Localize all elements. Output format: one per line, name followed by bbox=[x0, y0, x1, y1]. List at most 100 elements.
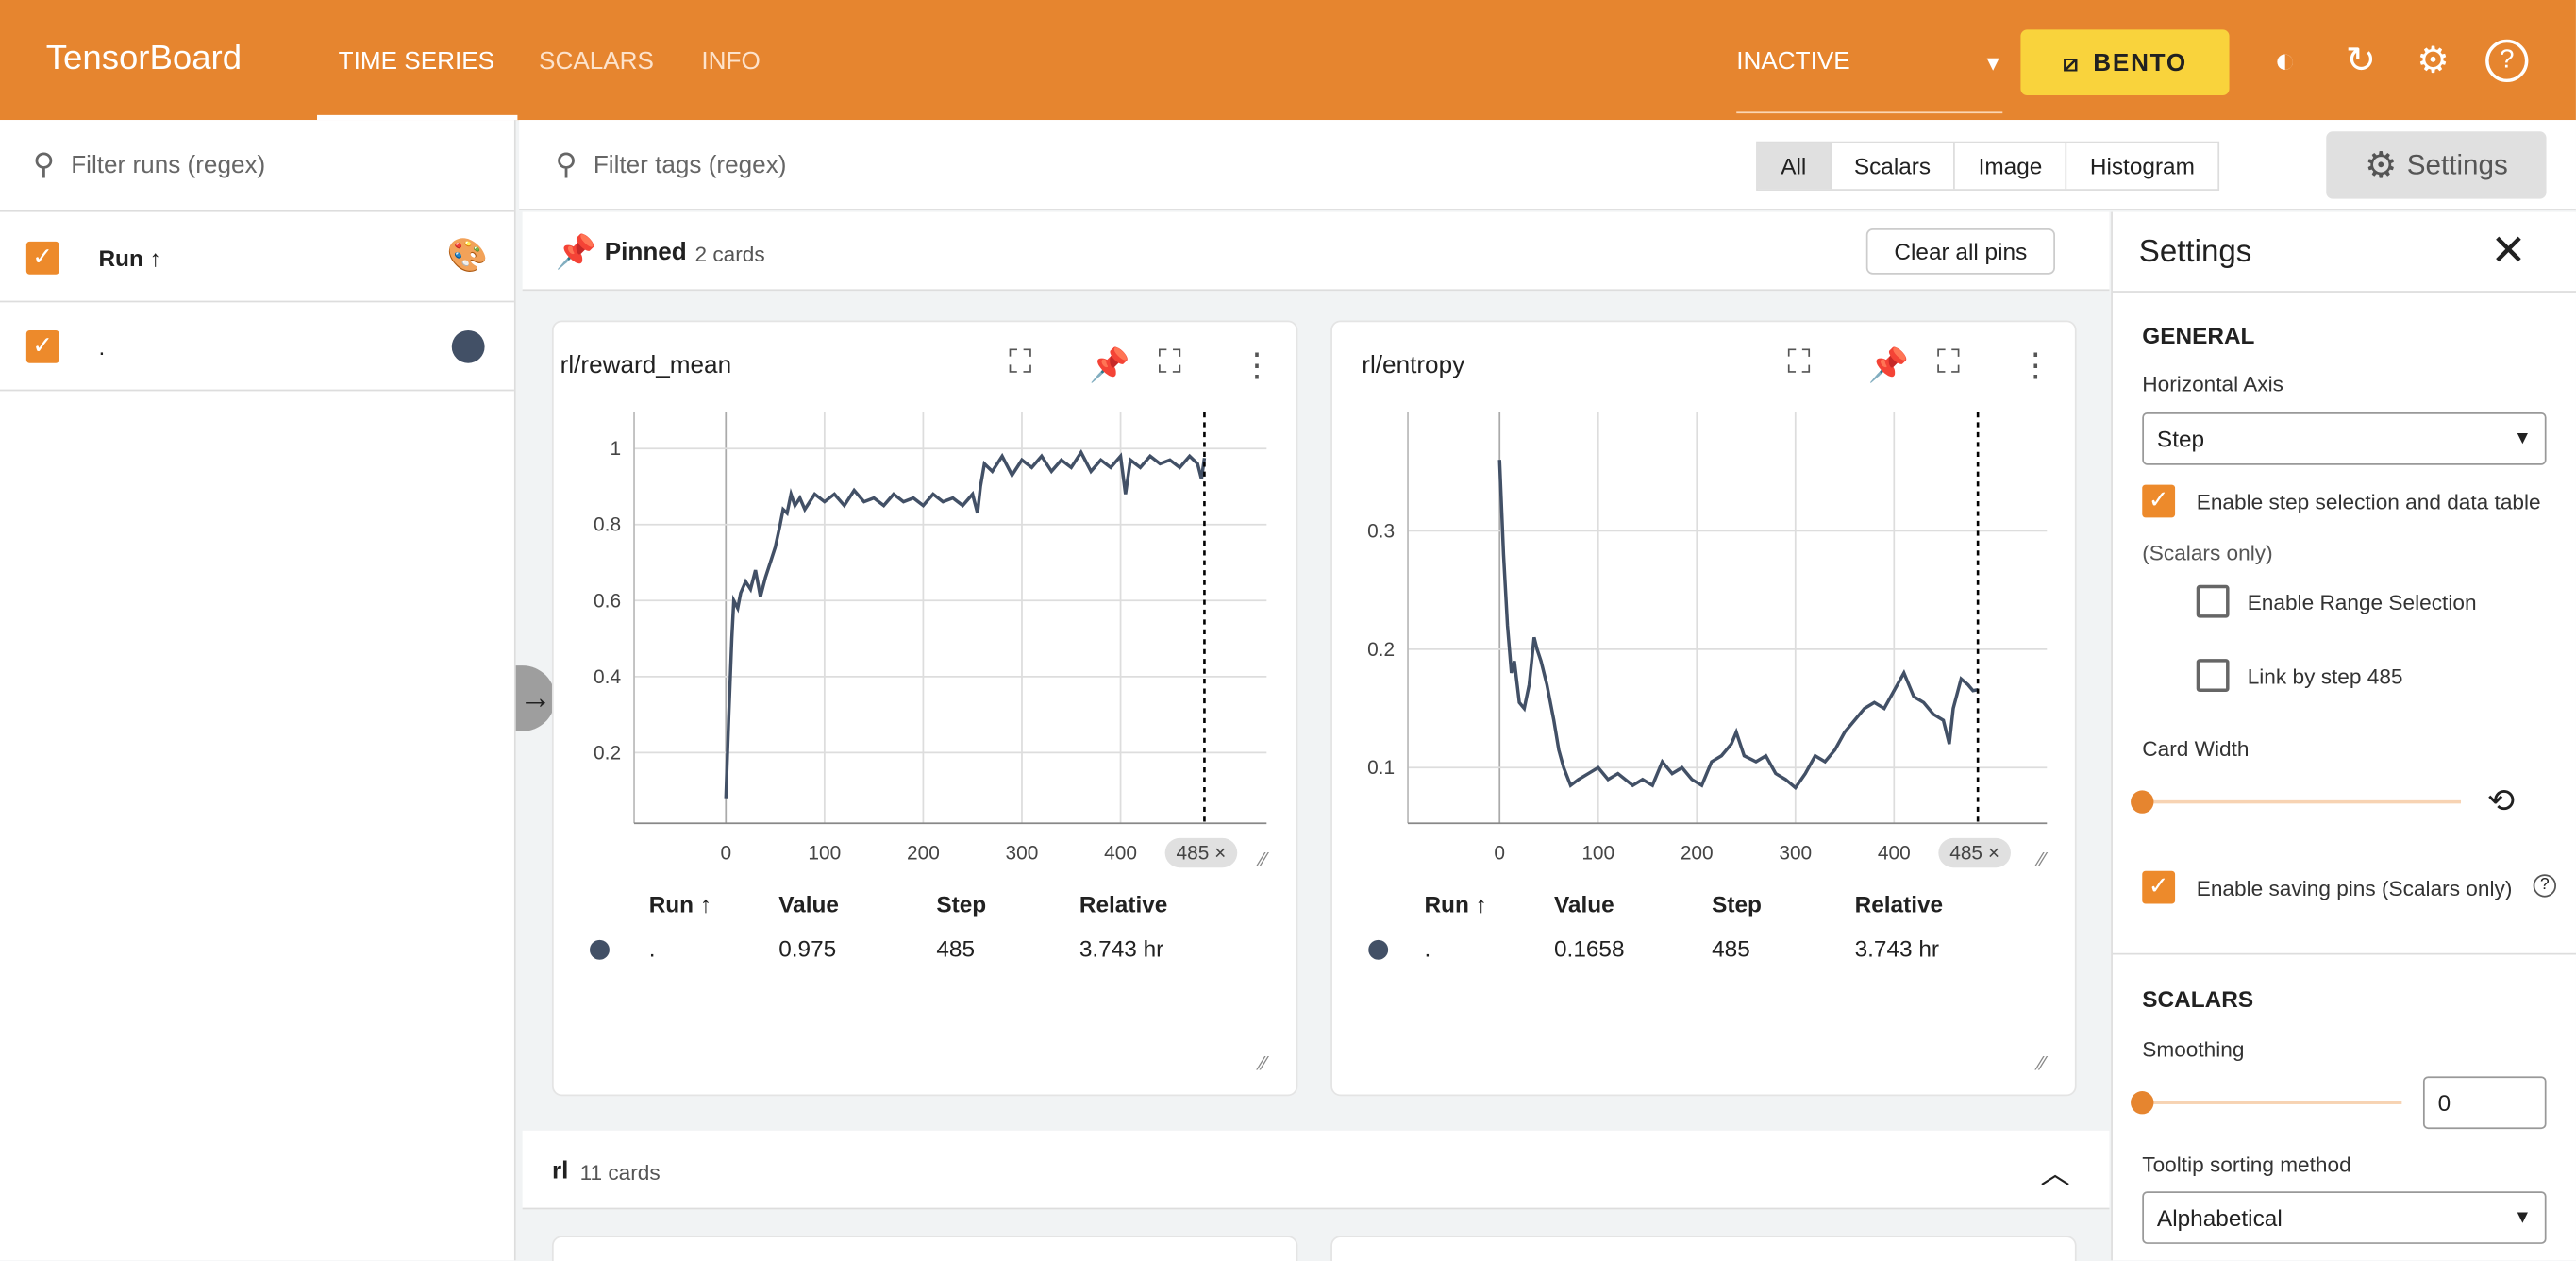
table-header: Run ↑ bbox=[1424, 890, 1487, 917]
scalars-only-note: (Scalars only) bbox=[2142, 540, 2273, 565]
table-cell-value: 0.1658 bbox=[1553, 934, 1625, 962]
table-header: Run ↑ bbox=[648, 890, 712, 917]
run-checkbox[interactable]: ✓ bbox=[25, 329, 59, 363]
reload-icon[interactable]: ↻ bbox=[2345, 39, 2376, 81]
step-marker-chip bbox=[1164, 837, 1238, 868]
tags-filter-input[interactable]: Filter tags (regex) bbox=[593, 151, 787, 179]
divider bbox=[0, 300, 514, 303]
more-icon[interactable]: ⋮ bbox=[2018, 348, 2052, 385]
close-icon[interactable]: ✕ bbox=[2490, 225, 2527, 275]
horizontal-axis-label: Horizontal Axis bbox=[2142, 371, 2283, 396]
type-all[interactable]: All bbox=[1757, 143, 1832, 190]
step-marker-chip bbox=[1938, 837, 2011, 868]
chart-card bbox=[1330, 1236, 2077, 1261]
bento-button[interactable]: ⧄ BENTO bbox=[2020, 29, 2230, 95]
line-chart[interactable]: 0 100 200 300 400 0.1 0.2 0.3 485 × bbox=[1332, 396, 2078, 955]
x-tick-label: 300 bbox=[1006, 843, 1039, 865]
horizontal-axis-select[interactable]: Step ▼ bbox=[2142, 412, 2547, 465]
dropdown-underline bbox=[1736, 111, 2003, 114]
expand-sidebar-button[interactable]: → bbox=[515, 665, 556, 731]
fit-icon[interactable]: ⛶ bbox=[1008, 345, 1032, 381]
type-scalars[interactable]: Scalars bbox=[1831, 143, 1956, 190]
runs-filter[interactable]: ⚲ Filter runs (regex) bbox=[33, 148, 265, 183]
table-cell-step: 485 bbox=[1712, 934, 1750, 962]
resize-handle[interactable]: ⁄⁄ bbox=[1260, 1051, 1267, 1075]
divider bbox=[0, 210, 514, 212]
y-tick-label: 0.1 bbox=[1367, 757, 1395, 779]
help-icon[interactable]: ? bbox=[2533, 874, 2556, 898]
runs-filter-input[interactable]: Filter runs (regex) bbox=[71, 151, 266, 179]
help-icon[interactable]: ? bbox=[2485, 39, 2529, 83]
table-header: Step bbox=[936, 890, 987, 917]
group-count: 11 cards bbox=[579, 1160, 661, 1185]
horizontal-axis-value: Step bbox=[2156, 425, 2205, 452]
resize-handle[interactable]: ⁄⁄ bbox=[2038, 1051, 2046, 1075]
x-tick-label: 0 bbox=[720, 843, 731, 865]
chart-title: rl/entropy bbox=[1362, 351, 1465, 380]
tooltip-sort-label: Tooltip sorting method bbox=[2142, 1152, 2351, 1177]
card-width-slider-track[interactable] bbox=[2142, 799, 2462, 804]
x-tick-label: 0 bbox=[1494, 843, 1505, 865]
table-header: Value bbox=[1553, 890, 1614, 917]
run-color-swatch[interactable] bbox=[451, 329, 485, 363]
tab-time-series[interactable]: TIME SERIES bbox=[338, 47, 495, 76]
pin-icon[interactable]: 📌 bbox=[1867, 348, 1909, 385]
smoothing-input[interactable]: 0 bbox=[2422, 1076, 2547, 1130]
group-title: rl bbox=[551, 1156, 569, 1185]
palette-icon[interactable]: 🎨 bbox=[446, 238, 488, 275]
more-icon[interactable]: ⋮ bbox=[1240, 348, 1274, 385]
tab-scalars[interactable]: SCALARS bbox=[539, 47, 654, 76]
gear-icon: ⚙ bbox=[2365, 143, 2398, 185]
pin-icon[interactable]: 📌 bbox=[1089, 348, 1130, 385]
clear-all-pins-button[interactable]: Clear all pins bbox=[1865, 227, 2055, 275]
pin-icon: 📌 bbox=[555, 234, 596, 272]
plugin-dropdown[interactable]: INACTIVE ▾ bbox=[1736, 47, 1999, 76]
tab-info[interactable]: INFO bbox=[701, 47, 761, 76]
select-all-checkbox[interactable]: ✓ bbox=[25, 241, 59, 275]
pinned-header: 📌 Pinned 2 cards Clear all pins bbox=[522, 211, 2110, 292]
fullscreen-icon[interactable]: ⛶ bbox=[1936, 345, 1961, 381]
settings-button[interactable]: ⚙ Settings bbox=[2326, 131, 2547, 199]
range-selection-label: Enable Range Selection bbox=[2247, 590, 2477, 615]
type-image[interactable]: Image bbox=[1955, 143, 2067, 190]
reset-icon[interactable]: ⟲ bbox=[2486, 783, 2516, 820]
table-cell-value: 0.975 bbox=[778, 934, 837, 962]
top-bar: TensorBoard TIME SERIES SCALARS INFO INA… bbox=[0, 0, 2576, 121]
run-color-dot bbox=[590, 939, 610, 960]
plugin-dropdown-value: INACTIVE bbox=[1736, 47, 1850, 76]
link-by-step-checkbox[interactable] bbox=[2196, 659, 2230, 692]
group-header-rl[interactable]: rl 11 cards ︿ bbox=[522, 1130, 2110, 1210]
series-line bbox=[1497, 460, 1979, 791]
range-selection-checkbox[interactable] bbox=[2196, 584, 2230, 618]
active-tab-indicator bbox=[317, 114, 518, 121]
saving-pins-label: Enable saving pins (Scalars only) bbox=[2196, 875, 2513, 901]
chevron-up-icon[interactable]: ︿ bbox=[2040, 1156, 2070, 1190]
settings-title: Settings bbox=[2138, 234, 2252, 270]
x-tick-label: 400 bbox=[1104, 843, 1137, 865]
line-chart[interactable]: 0 100 200 300 400 0.2 0.4 0.6 0.8 1 485 × bbox=[554, 396, 1299, 955]
y-tick-label: 0.3 bbox=[1367, 520, 1395, 542]
type-histogram[interactable]: Histogram bbox=[2089, 152, 2195, 179]
fit-icon[interactable]: ⛶ bbox=[1787, 345, 1811, 381]
edit-icon: ⧄ bbox=[2063, 48, 2081, 76]
card-width-label: Card Width bbox=[2142, 735, 2250, 762]
run-column-header[interactable]: Run ↑ bbox=[98, 244, 161, 272]
card-width-slider-thumb[interactable] bbox=[2131, 790, 2154, 814]
tags-filter[interactable]: ⚲ Filter tags (regex) bbox=[555, 148, 786, 183]
settings-panel: Settings ✕ GENERAL Horizontal Axis Step ▼… bbox=[2111, 211, 2576, 1261]
gear-icon[interactable]: ⚙ bbox=[2417, 39, 2450, 81]
tooltip-sort-select[interactable]: Alphabetical ▼ bbox=[2142, 1191, 2547, 1244]
saving-pins-checkbox[interactable]: ✓ bbox=[2142, 870, 2176, 904]
fullscreen-icon[interactable]: ⛶ bbox=[1158, 345, 1181, 381]
table-cell-run: . bbox=[1424, 934, 1431, 962]
divider bbox=[2112, 952, 2576, 955]
x-tick-label: 400 bbox=[1878, 843, 1911, 865]
smoothing-slider-track[interactable] bbox=[2142, 1101, 2402, 1104]
smoothing-slider-thumb[interactable] bbox=[2131, 1091, 2154, 1115]
divider bbox=[0, 389, 514, 392]
resize-handle[interactable]: ⁄⁄ bbox=[2038, 848, 2046, 871]
y-tick-label: 0.4 bbox=[594, 666, 621, 688]
resize-handle[interactable]: ⁄⁄ bbox=[1260, 848, 1267, 871]
step-selection-checkbox[interactable]: ✓ bbox=[2142, 484, 2176, 518]
brightness-icon[interactable]: ◐ bbox=[2274, 39, 2297, 81]
